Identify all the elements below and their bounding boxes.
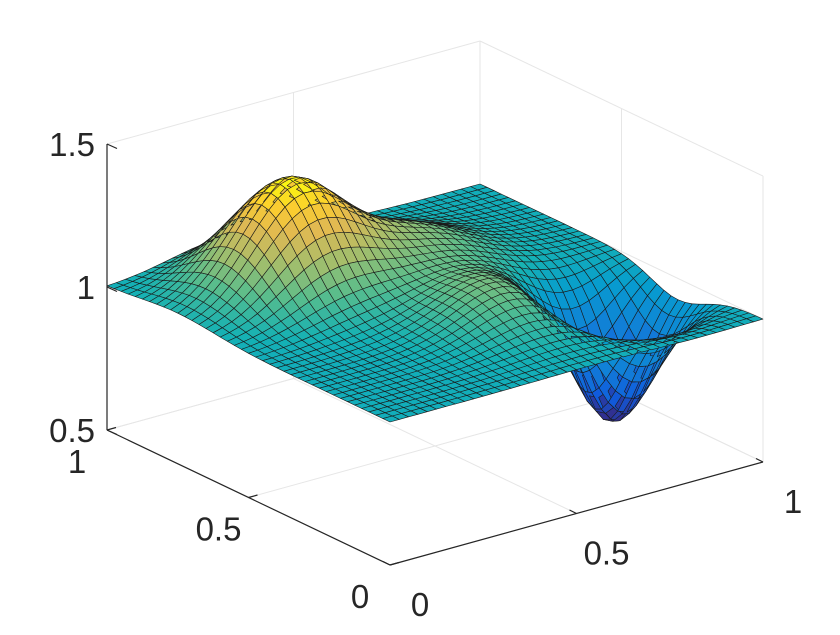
x-tick-label: 0.5: [584, 535, 630, 572]
x-tick-label: 1: [784, 483, 802, 520]
y-tick-mark: [249, 495, 258, 498]
x-tick-mark: [756, 459, 763, 463]
x-tick-mark: [383, 562, 390, 566]
x-tick-mark: [570, 510, 577, 514]
z-tick-mark: [107, 144, 117, 149]
surface-mesh: [107, 176, 763, 422]
z-tick-label: 1: [77, 269, 95, 306]
y-tick-label: 0.5: [196, 511, 242, 548]
y-tick-mark: [390, 563, 399, 566]
y-tick-label: 0: [351, 578, 369, 615]
grid-line: [249, 395, 622, 498]
y-tick-mark: [107, 428, 116, 431]
x-tick-label: 0: [411, 586, 429, 623]
z-tick-mark: [107, 430, 117, 435]
z-tick-label: 0.5: [49, 412, 95, 449]
z-tick-label: 1.5: [49, 126, 95, 163]
